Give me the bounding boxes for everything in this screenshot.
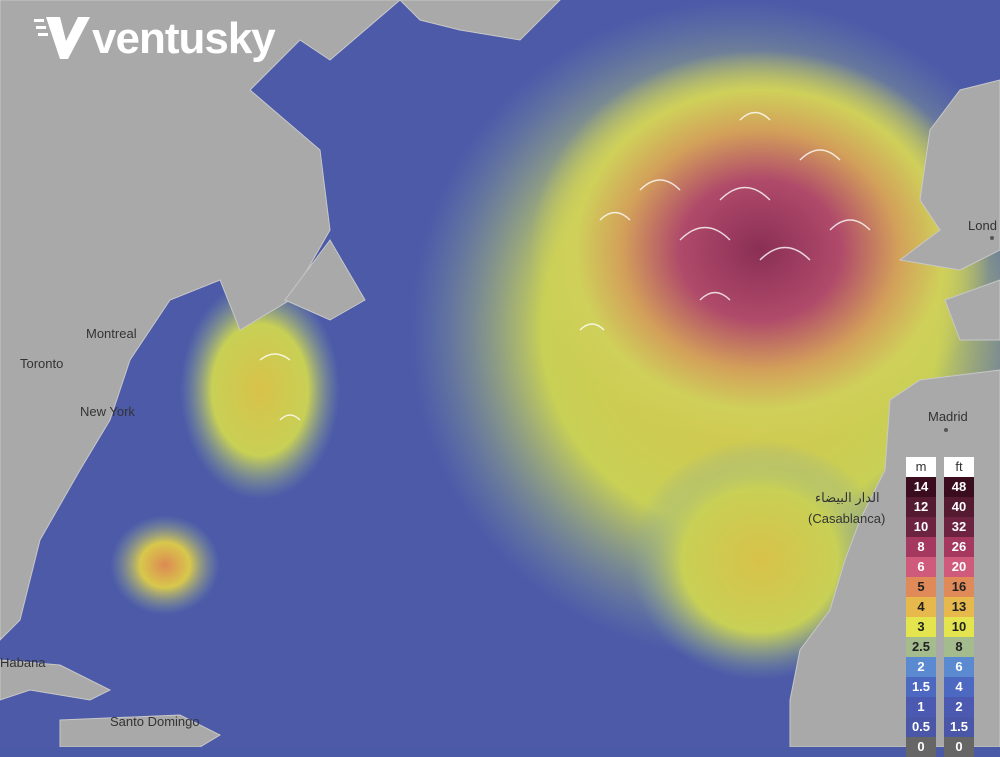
city-label[interactable]: Toronto bbox=[20, 356, 64, 371]
legend-unit-ft[interactable]: ft bbox=[944, 457, 974, 477]
city-label[interactable]: Montreal bbox=[86, 326, 137, 341]
legend-cell: 1.5 bbox=[944, 717, 974, 737]
legend-cell: 2 bbox=[906, 657, 936, 677]
legend-cell: 4 bbox=[944, 677, 974, 697]
legend-cell: 2 bbox=[944, 697, 974, 717]
legend-cell: 10 bbox=[944, 617, 974, 637]
city-label[interactable]: New York bbox=[80, 404, 135, 419]
brand-name: ventusky bbox=[92, 14, 276, 63]
legend-cell: 32 bbox=[944, 517, 974, 537]
wave-field-hurricane bbox=[110, 515, 220, 615]
legend-feet[interactable]: ft 48 40 32 26 20 16 13 10 8 6 4 2 1.5 0 bbox=[944, 457, 974, 757]
legend-unit-m[interactable]: m bbox=[906, 457, 936, 477]
swell-arcs bbox=[259, 111, 871, 421]
legend-meters[interactable]: m 14 12 10 8 6 5 4 3 2.5 2 1.5 1 0.5 0 bbox=[906, 457, 936, 757]
legend-cell: 1 bbox=[906, 697, 936, 717]
legend-cell: 20 bbox=[944, 557, 974, 577]
city-marker bbox=[990, 236, 994, 240]
legend-cell: 1.5 bbox=[906, 677, 936, 697]
city-label[interactable]: Santo Domingo bbox=[110, 714, 200, 729]
city-label-arabic[interactable]: الدار البيضاء bbox=[815, 490, 880, 505]
city-label[interactable]: (Casablanca) bbox=[808, 511, 886, 526]
city-label[interactable]: Lond bbox=[968, 218, 997, 233]
legend-cell: 16 bbox=[944, 577, 974, 597]
legend-cell: 6 bbox=[906, 557, 936, 577]
legend-cell: 13 bbox=[944, 597, 974, 617]
legend-cell: 3 bbox=[906, 617, 936, 637]
wave-field-newfoundland bbox=[180, 280, 340, 500]
legend-cell: 0.5 bbox=[906, 717, 936, 737]
legend-cell: 40 bbox=[944, 497, 974, 517]
city-marker bbox=[944, 428, 948, 432]
legend-cell: 0 bbox=[906, 737, 936, 757]
city-label[interactable]: Habana bbox=[0, 655, 46, 670]
legend-cell: 48 bbox=[944, 477, 974, 497]
legend-cell: 8 bbox=[906, 537, 936, 557]
legend-cell: 5 bbox=[906, 577, 936, 597]
city-label[interactable]: Madrid bbox=[928, 409, 968, 424]
wave-field-storm bbox=[530, 50, 990, 450]
legend-cell: 0 bbox=[944, 737, 974, 757]
legend-cell: 10 bbox=[906, 517, 936, 537]
legend-cell: 2.5 bbox=[906, 637, 936, 657]
legend-cell: 14 bbox=[906, 477, 936, 497]
legend-cell: 26 bbox=[944, 537, 974, 557]
ventusky-logo[interactable]: ventusky bbox=[34, 10, 276, 64]
legend-cell: 8 bbox=[944, 637, 974, 657]
legend-cell: 12 bbox=[906, 497, 936, 517]
ventusky-v-icon bbox=[34, 17, 90, 59]
legend-cell: 6 bbox=[944, 657, 974, 677]
legend-cell: 4 bbox=[906, 597, 936, 617]
